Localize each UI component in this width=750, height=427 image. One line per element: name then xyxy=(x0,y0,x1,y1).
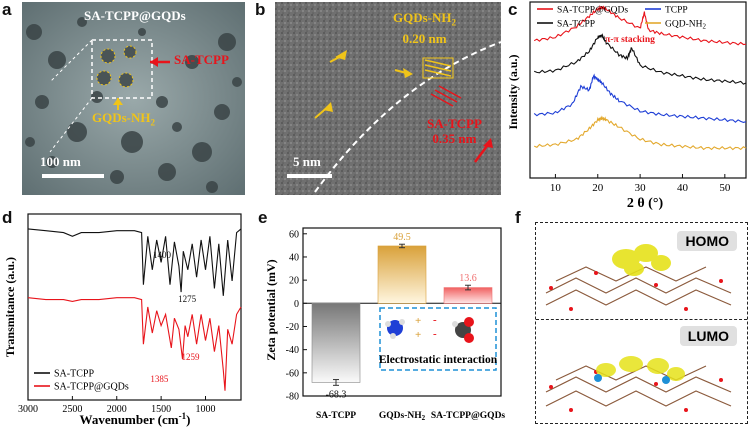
chart-c: 10 20 30 40 50 2 θ (°) Intensity (a.u.) π-π … xyxy=(506,1,747,210)
chart-c-xtick-label-3: 40 xyxy=(677,182,689,194)
svg-text:+: + xyxy=(415,315,421,327)
chart-d-annotation-0: 1400 xyxy=(153,250,172,260)
chart-d-xlabel: Wavenumber (cm-1) xyxy=(80,411,191,427)
tem-a-title: SA-TCPP@GQDs xyxy=(84,8,186,23)
chart-e-ytick-label-4: -20 xyxy=(286,322,299,333)
chart-e-ytick-label-7: -80 xyxy=(286,392,299,403)
tem-image-b-graphic xyxy=(275,2,501,195)
chart-e-ytick-label-3: 0 xyxy=(294,299,299,310)
chart-d-legend: SA-TCPP SA-TCPP@GQDs xyxy=(34,369,129,393)
svg-text:-: - xyxy=(433,328,437,340)
chart-e-frame xyxy=(302,227,502,397)
chart-d-series-1 xyxy=(27,297,242,391)
lumo-structure-graphic xyxy=(545,356,732,412)
panel-label-b: b xyxy=(255,0,266,19)
chart-c-ylabel: Intensity (a.u.) xyxy=(506,54,520,129)
tem-image-a: SA-TCPP@GQDs SA-TCPP GQDs-NH2 100 nm xyxy=(22,2,245,195)
chart-e-inset: + + - - Electrostatic interaction xyxy=(379,307,498,371)
chart-d-xtick-label-1: 2500 xyxy=(62,404,82,415)
tem-b-scale-bar-label: 5 nm xyxy=(293,154,321,169)
panel-label-c: c xyxy=(508,0,518,19)
chart-d-legend-label-1: SA-TCPP@GQDs xyxy=(54,382,129,393)
lumo-orbital-icon xyxy=(596,356,685,381)
tem-a-gqds-label: GQDs-NH2 xyxy=(92,110,155,128)
chart-d-annotation-3: 1259 xyxy=(182,352,201,362)
chart-d-series-0 xyxy=(27,228,242,296)
chart-c-xtick-label-4: 50 xyxy=(719,182,731,194)
chart-e-category-label-1: GQDs-NH2 xyxy=(379,411,426,422)
lumo-label: LUMO xyxy=(679,326,737,346)
chart-c-xtick-label-1: 20 xyxy=(592,182,604,194)
chart-e-ytick-label-0: 60 xyxy=(289,229,299,240)
chart-d-ylabel: Transmitance (a.u.) xyxy=(3,257,17,357)
chart-c-legend: SA-TCPP@GQDs TCPP SA-TCPP GQD-NH2 xyxy=(537,6,706,31)
chart-c-legend-label-1: TCPP xyxy=(665,6,688,16)
svg-text:+: + xyxy=(415,329,421,341)
chart-e-category-label-2: SA-TCPP@GQDs xyxy=(431,411,506,421)
svg-text:-: - xyxy=(433,314,437,326)
chart-e: -68.3 SA-TCPP 49.5 GQDs-NH2 13.6 SA-TCPP@GQDs… xyxy=(264,227,506,422)
chart-c-xtick-label-0: 10 xyxy=(550,182,562,194)
chart-e-ytick-label-1: 40 xyxy=(289,252,299,263)
chart-e-bar-1 xyxy=(377,245,427,304)
chart-e-ytick-label-5: -40 xyxy=(286,345,299,356)
homo-label: HOMO xyxy=(677,231,737,251)
tem-a-scale-bar-label: 100 nm xyxy=(40,154,81,169)
chart-e-bar-0 xyxy=(311,303,361,383)
homo-orbital-icon xyxy=(612,244,671,276)
chart-c-series-0 xyxy=(533,4,747,46)
chart-d-xtick-label-2: 2000 xyxy=(107,404,127,415)
chart-d-xtick-label-3: 1500 xyxy=(151,404,171,415)
chart-e-value-label-0: -68.3 xyxy=(326,389,347,400)
tem-b-sa-tcpp-label: SA-TCPP 0.35 nm xyxy=(427,116,482,146)
tem-image-b: GQDs-NH2 0.20 nm SA-TCPP 0.35 nm 5 nm xyxy=(275,2,501,195)
chart-e-value-label-2: 13.6 xyxy=(459,273,477,284)
panel-label-d: d xyxy=(2,208,13,227)
chart-c-annotation: π-π stacking xyxy=(605,35,655,45)
tem-a-sa-tcpp-label: SA-TCPP xyxy=(174,52,229,67)
chart-d-annotation-1: 1275 xyxy=(178,294,197,304)
chart-e-value-label-1: 49.5 xyxy=(393,232,411,243)
chart-c-series-3 xyxy=(533,115,747,151)
lumo-box: LUMO xyxy=(536,320,747,423)
chart-d-annotation-2: 1385 xyxy=(150,374,169,384)
panel-label-f: f xyxy=(515,208,521,227)
chart-d-xtick-label-0: 3000 xyxy=(18,404,38,415)
chart-e-ytick-label-6: -60 xyxy=(286,368,299,379)
tem-b-gqds-label: GQDs-NH2 0.20 nm xyxy=(393,10,456,46)
chart-d: 3000 2500 2000 1500 1000 1400 1275 1385 1259 Wa… xyxy=(3,213,242,427)
chart-e-ylabel: Zeta potential (mV) xyxy=(264,259,278,360)
tem-image-a-graphic xyxy=(22,2,245,195)
chart-c-xtick-label-2: 30 xyxy=(635,182,647,194)
panel-f-frame: HOMO LUMO xyxy=(535,222,748,424)
chart-e-category-label-0: SA-TCPP xyxy=(316,411,356,421)
homo-structure-graphic xyxy=(545,244,732,311)
chart-e-ytick-label-2: 20 xyxy=(289,276,299,287)
panel-label-e: e xyxy=(258,208,268,227)
homo-box: HOMO xyxy=(536,223,747,320)
chart-c-legend-label-0: SA-TCPP@GQDs xyxy=(557,6,628,16)
chart-c-legend-label-3: GQD-NH2 xyxy=(665,20,706,31)
panel-label-a: a xyxy=(2,0,12,19)
chart-c-xlabel: 2 θ (°) xyxy=(627,196,664,210)
chart-e-inset-caption: Electrostatic interaction xyxy=(379,354,498,366)
chart-d-xtick-label-4: 1000 xyxy=(196,404,216,415)
chart-c-legend-label-2: SA-TCPP xyxy=(557,20,595,30)
chart-c-frame xyxy=(529,1,747,179)
chart-c-series-1 xyxy=(533,33,747,85)
chart-d-legend-label-0: SA-TCPP xyxy=(54,369,94,380)
chart-c-series-2 xyxy=(533,73,747,123)
